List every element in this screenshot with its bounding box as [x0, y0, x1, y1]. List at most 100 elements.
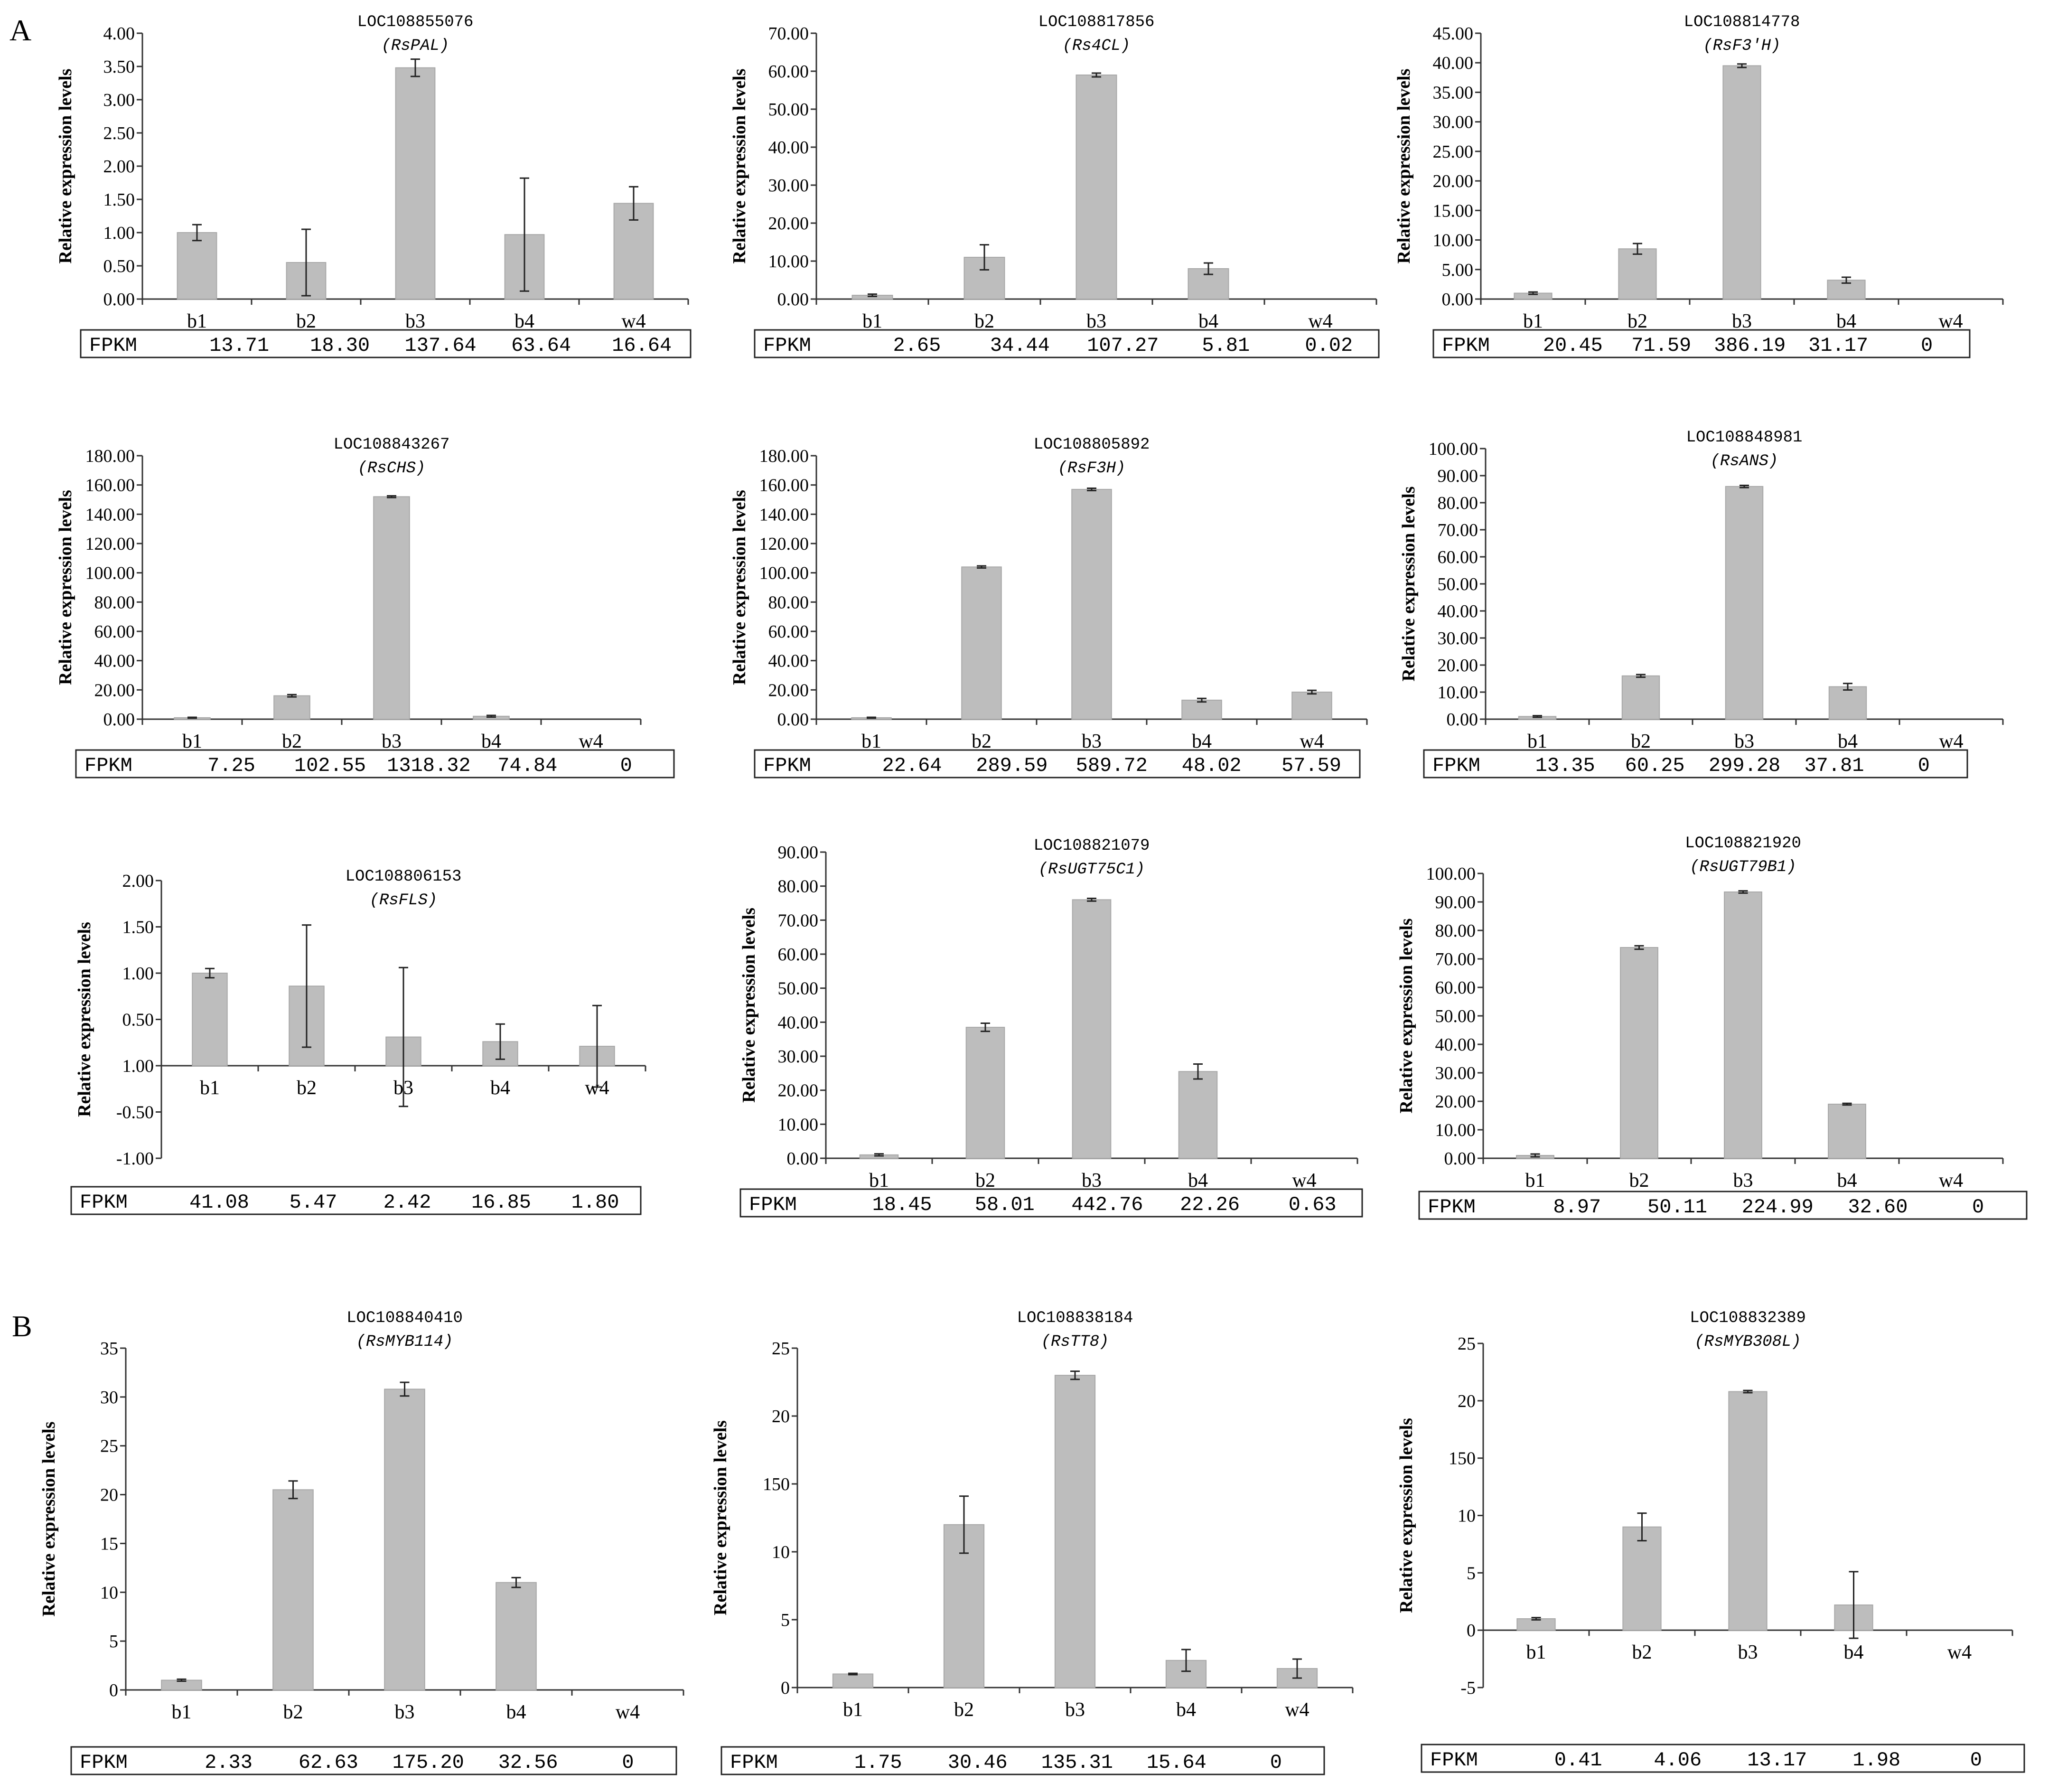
- y-tick-label: 1.00: [103, 223, 135, 243]
- y-tick-label: 25: [772, 1339, 790, 1359]
- y-tick-label: 15: [100, 1534, 118, 1554]
- x-tick-label: b2: [297, 1077, 317, 1099]
- y-tick-label: 10.00: [768, 252, 809, 272]
- chart-title: LOC108806153: [346, 868, 462, 886]
- x-tick-label: w4: [579, 731, 603, 752]
- bar-b4: [496, 1582, 537, 1691]
- x-tick-label: w4: [1947, 1642, 1972, 1663]
- y-tick-label: 40.00: [1438, 601, 1478, 621]
- y-tick-label: 1.00: [122, 1056, 154, 1076]
- fpkm-value: 1.75: [854, 1751, 902, 1774]
- fpkm-value: 1318.32: [387, 754, 470, 777]
- x-tick-label: b2: [1629, 1170, 1649, 1192]
- y-axis-label: Relative expression levels: [75, 922, 94, 1117]
- y-tick-label: 10.00: [1433, 231, 1474, 251]
- chart-rschs: LOC108843267 (RsCHS) Relative expression l…: [56, 436, 675, 779]
- fpkm-value: 0: [1270, 1751, 1282, 1774]
- fpkm-label: FPKM: [763, 754, 811, 777]
- y-tick-label: 0: [781, 1678, 790, 1698]
- y-tick-label: 40.00: [778, 1013, 819, 1032]
- x-tick-label: b1: [843, 1699, 863, 1721]
- x-tick-label: b4: [514, 310, 534, 332]
- y-tick-label: 0.00: [777, 290, 809, 310]
- x-tick-label: b1: [862, 310, 882, 332]
- y-tick-label: 20: [1458, 1391, 1476, 1411]
- fpkm-table-box: [70, 1746, 677, 1775]
- x-tick-label: b4: [481, 731, 501, 752]
- y-tick-label: 2.00: [122, 871, 154, 891]
- fpkm-value: 4.06: [1654, 1749, 1702, 1772]
- fpkm-value: 7.25: [207, 754, 255, 777]
- bar-b2: [273, 695, 310, 720]
- y-axis-label: Relative expression levels: [730, 69, 749, 264]
- fpkm-value: 41.08: [189, 1191, 249, 1214]
- fpkm-value: 15.64: [1147, 1751, 1207, 1774]
- y-tick-label: 70.00: [1438, 520, 1478, 540]
- x-tick-label: b4: [1836, 310, 1856, 332]
- y-tick-label: 20: [772, 1407, 790, 1426]
- chart-subtitle: (RsUGT79B1): [1690, 858, 1796, 876]
- fpkm-value: 50.11: [1647, 1196, 1707, 1219]
- fpkm-value: 589.72: [1076, 754, 1148, 777]
- chart-rs4cl: LOC108817856 (Rs4CL) Relative expression l…: [730, 13, 1380, 358]
- y-tick-label: 60.00: [778, 945, 819, 965]
- chart-rsmyb114: LOC108840410 (RsMYB114) Relative expressio…: [39, 1309, 684, 1775]
- y-tick-label: 10: [100, 1583, 118, 1603]
- x-tick-label: b4: [1176, 1699, 1196, 1721]
- fpkm-value: 0: [1970, 1749, 1982, 1772]
- y-axis-label: Relative expression levels: [1394, 69, 1414, 264]
- bar-b3: [1076, 75, 1117, 300]
- y-tick-label: 20.00: [778, 1081, 819, 1101]
- y-tick-label: 0.00: [1444, 1149, 1476, 1169]
- y-tick-label: 35: [100, 1339, 118, 1359]
- y-tick-label: 80.00: [94, 592, 135, 612]
- bar-b2: [1622, 1526, 1662, 1631]
- y-tick-label: 3.50: [103, 57, 135, 77]
- bar-b3: [1728, 1391, 1768, 1631]
- y-axis-label: Relative expression levels: [56, 490, 75, 685]
- x-tick-label: w4: [1938, 310, 1963, 332]
- fpkm-table-box: [720, 1746, 1325, 1775]
- y-tick-label: 40.00: [768, 138, 809, 158]
- fpkm-label: FPKM: [1442, 334, 1490, 357]
- y-tick-label: 25: [1458, 1334, 1476, 1354]
- fpkm-value: 175.20: [393, 1751, 464, 1774]
- fpkm-value: 48.02: [1182, 754, 1242, 777]
- fpkm-value: 22.26: [1180, 1193, 1240, 1216]
- fpkm-value: 0: [620, 754, 632, 777]
- chart-subtitle: (RsTT8): [1041, 1333, 1109, 1351]
- x-tick-label: b2: [1632, 1642, 1652, 1663]
- y-tick-label: 100.00: [1429, 439, 1478, 459]
- panel-label-a: A: [9, 13, 31, 47]
- x-tick-label: b4: [1844, 1642, 1864, 1663]
- x-tick-label: b4: [506, 1701, 526, 1723]
- y-tick-label: 80.00: [1435, 921, 1476, 941]
- fpkm-value: 5.47: [290, 1191, 337, 1214]
- bar-b2: [272, 1489, 314, 1690]
- x-tick-label: b4: [490, 1077, 510, 1099]
- x-tick-label: b1: [1526, 1642, 1546, 1663]
- bar-b2: [965, 1027, 1005, 1159]
- y-tick-label: 20: [100, 1485, 118, 1505]
- x-tick-label: w4: [1292, 1170, 1316, 1192]
- y-tick-label: 10: [772, 1542, 790, 1562]
- y-tick-label: 60.00: [94, 622, 135, 642]
- chart-rsugt75c1: LOC108821079 (RsUGT75C1) Relative expressi…: [739, 837, 1363, 1218]
- bar-b1: [1516, 1618, 1556, 1631]
- fpkm-label: FPKM: [89, 334, 137, 357]
- bar-b3: [1725, 486, 1764, 720]
- y-axis-label: Relative expression levels: [1399, 487, 1419, 682]
- x-tick-label: b4: [1838, 731, 1858, 752]
- y-tick-label: 30.00: [1435, 1063, 1476, 1083]
- bar-b4: [1828, 1104, 1866, 1159]
- x-tick-label: b1: [1527, 731, 1547, 752]
- fpkm-value: 57.59: [1281, 754, 1341, 777]
- fpkm-value: 107.27: [1087, 334, 1159, 357]
- chart-title: LOC108821920: [1685, 835, 1801, 853]
- fpkm-value: 22.64: [882, 754, 942, 777]
- y-tick-label: 60.00: [768, 62, 809, 82]
- x-tick-label: b1: [1523, 310, 1543, 332]
- chart-title: LOC108832389: [1690, 1309, 1806, 1327]
- x-tick-label: b3: [405, 310, 425, 332]
- y-tick-label: 40.00: [1435, 1035, 1476, 1055]
